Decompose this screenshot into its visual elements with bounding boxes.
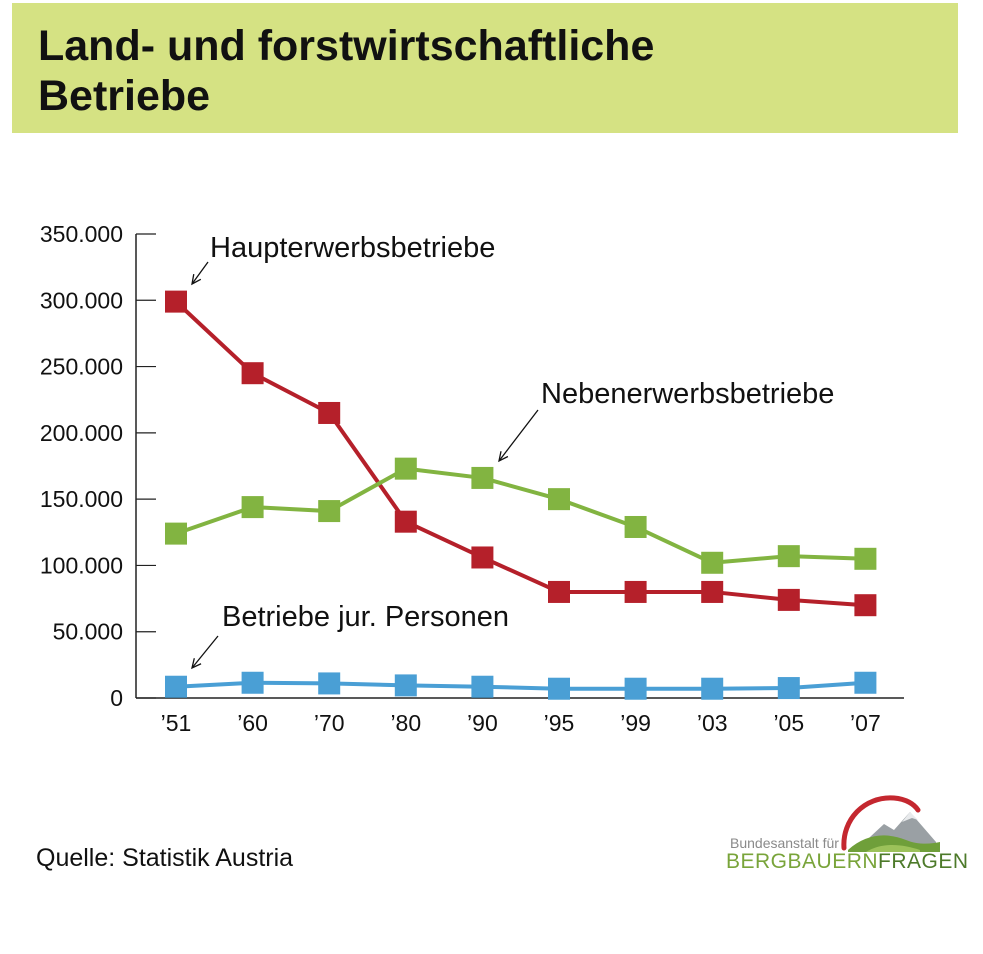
data-point-neben	[318, 500, 341, 523]
title-banner: Land- und forstwirtschaftliche Betriebe	[12, 3, 958, 133]
series-line-haupt	[174, 300, 866, 608]
chart-title: Land- und forstwirtschaftliche Betriebe	[38, 21, 938, 121]
series-label-arrowhead-neben	[498, 451, 509, 463]
logo: Bundesanstalt für BERGBAUERNFRAGEN	[726, 790, 968, 880]
data-point-jur	[394, 674, 417, 697]
chart-series-labels: Haupterwerbsbetriebe Nebenerwerbsbetriebe…	[191, 232, 834, 670]
data-point-neben	[701, 551, 724, 574]
series-line-jur	[175, 680, 866, 691]
data-point-haupt	[701, 580, 724, 603]
data-point-jur	[777, 677, 800, 700]
y-tick-label: 0	[110, 685, 123, 711]
logo-wordmark-part-2: FRAGEN	[878, 850, 969, 873]
data-point-jur	[624, 677, 647, 700]
series-line-neben	[175, 466, 866, 565]
data-point-jur	[548, 677, 570, 700]
data-point-haupt	[394, 510, 417, 533]
series-label-arrow-jur	[191, 635, 219, 669]
series-label-arrowhead-jur	[191, 658, 202, 670]
data-point-haupt	[548, 580, 570, 603]
x-tick-label: ’99	[620, 710, 651, 736]
data-point-neben	[854, 547, 877, 570]
x-tick-label: ’05	[773, 710, 804, 736]
y-tick-label: 100.000	[40, 552, 123, 578]
source-note: Quelle: Statistik Austria	[36, 844, 294, 872]
x-tick-label: ’60	[237, 710, 268, 736]
data-point-jur	[165, 675, 187, 698]
y-tick-label: 350.000	[40, 221, 123, 247]
data-point-haupt	[624, 580, 647, 603]
data-point-neben	[241, 496, 264, 519]
data-point-jur	[241, 671, 264, 694]
x-tick-label: ’03	[697, 710, 728, 736]
logo-mountain-icon	[841, 795, 940, 852]
series-label-arrow-haupt	[191, 261, 209, 285]
data-point-jur	[854, 671, 877, 694]
logo-wordmark: BERGBAUERNFRAGEN	[726, 850, 969, 874]
x-tick-label: ’80	[390, 710, 421, 736]
data-point-neben	[165, 522, 187, 545]
logo-wordmark-part-1: BERGBAUERN	[726, 850, 879, 873]
title-line-2: Betriebe	[38, 72, 211, 120]
x-tick-label: ’70	[314, 710, 345, 736]
y-tick-label: 150.000	[40, 486, 123, 512]
x-tick-label: ’51	[161, 710, 192, 736]
data-point-haupt	[165, 290, 187, 313]
chart-series	[165, 290, 877, 700]
y-tick-label: 200.000	[40, 420, 123, 446]
series-label-jur: Betriebe jur. Personen	[222, 601, 509, 633]
data-point-neben	[777, 545, 800, 568]
chart-axes: 0 50.000 100.000 150.000 200.000 250.000 300.0…	[40, 221, 904, 736]
data-point-haupt	[854, 594, 877, 617]
data-point-neben	[394, 457, 417, 480]
data-point-neben	[548, 488, 570, 511]
logo-subtitle: Bundesanstalt für	[730, 835, 839, 851]
data-point-jur	[318, 672, 341, 695]
data-point-haupt	[318, 401, 341, 424]
y-tick-label: 50.000	[53, 619, 123, 645]
data-point-jur	[701, 677, 724, 700]
y-tick-label: 250.000	[40, 354, 123, 380]
series-label-arrow-neben	[498, 409, 539, 462]
data-point-haupt	[777, 588, 800, 611]
y-tick-label: 300.000	[40, 287, 123, 313]
title-line-1: Land- und forstwirtschaftliche	[38, 22, 655, 70]
series-label-haupt: Haupterwerbsbetriebe	[210, 232, 495, 264]
x-tick-label: ’95	[544, 710, 575, 736]
data-point-haupt	[471, 546, 494, 569]
series-label-arrowhead-haupt	[191, 274, 202, 286]
data-point-neben	[471, 466, 494, 489]
x-tick-label: ’90	[467, 710, 498, 736]
series-label-neben: Nebenerwerbsbetriebe	[541, 378, 834, 410]
data-point-neben	[624, 515, 647, 538]
x-tick-label: ’07	[850, 710, 881, 736]
data-point-haupt	[241, 362, 264, 385]
data-point-jur	[471, 675, 494, 698]
